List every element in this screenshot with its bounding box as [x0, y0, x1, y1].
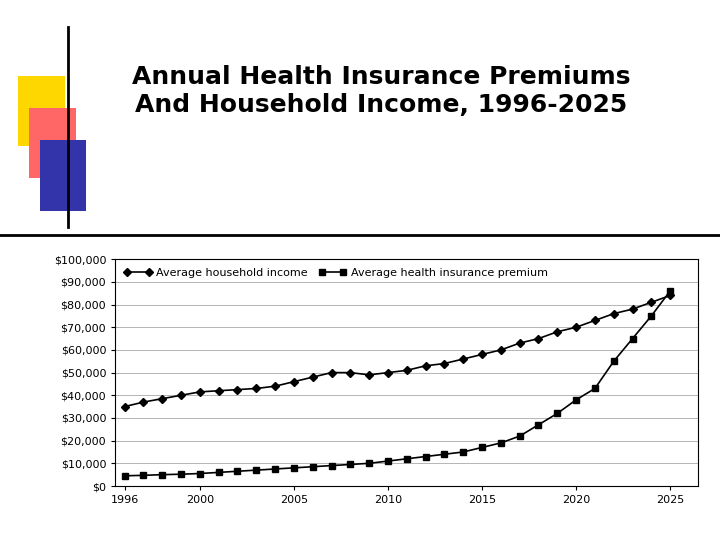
Average health insurance premium — [402, 456, 411, 462]
Average health insurance premium — [629, 335, 637, 342]
Average household income — [158, 395, 166, 402]
Text: Annual Health Insurance Premiums
And Household Income, 1996-2025: Annual Health Insurance Premiums And Hou… — [132, 65, 631, 117]
Average household income — [346, 369, 355, 376]
Average health insurance premium — [308, 463, 317, 470]
Average health insurance premium — [666, 288, 675, 294]
Average household income — [176, 392, 185, 399]
Average household income — [553, 328, 562, 335]
Average household income — [327, 369, 336, 376]
Average health insurance premium — [609, 358, 618, 365]
Average health insurance premium — [120, 472, 129, 479]
Average health insurance premium — [289, 464, 298, 471]
Average household income — [534, 335, 543, 342]
Average health insurance premium — [215, 469, 223, 476]
Average household income — [289, 379, 298, 385]
Average health insurance premium — [365, 460, 374, 467]
Average household income — [516, 340, 524, 346]
Average household income — [365, 372, 374, 378]
Average health insurance premium — [572, 396, 580, 403]
Average health insurance premium — [176, 471, 185, 477]
Average health insurance premium — [158, 471, 166, 478]
Average health insurance premium — [590, 385, 599, 392]
Average household income — [252, 385, 261, 392]
Average household income — [572, 324, 580, 330]
Average household income — [233, 387, 242, 393]
Average household income — [629, 306, 637, 312]
Average health insurance premium — [516, 433, 524, 440]
Average health insurance premium — [139, 472, 148, 478]
Average household income — [590, 317, 599, 323]
Line: Average health insurance premium: Average health insurance premium — [122, 288, 673, 478]
Average household income — [440, 360, 449, 367]
Average health insurance premium — [252, 467, 261, 474]
Average health insurance premium — [346, 461, 355, 468]
Average health insurance premium — [233, 468, 242, 475]
Average household income — [478, 351, 487, 357]
Average household income — [196, 389, 204, 395]
Average household income — [459, 356, 467, 362]
Average health insurance premium — [478, 444, 487, 451]
Average household income — [666, 292, 675, 299]
Average health insurance premium — [647, 313, 656, 319]
Average household income — [120, 403, 129, 410]
Average health insurance premium — [459, 449, 467, 455]
Average health insurance premium — [196, 470, 204, 477]
Average health insurance premium — [327, 462, 336, 469]
Average household income — [497, 347, 505, 353]
Average household income — [215, 388, 223, 394]
Legend: Average household income, Average health insurance premium: Average household income, Average health… — [121, 265, 552, 281]
Average health insurance premium — [421, 453, 430, 460]
Line: Average household income: Average household income — [122, 293, 673, 409]
Average household income — [609, 310, 618, 317]
Average health insurance premium — [271, 465, 279, 472]
Average health insurance premium — [440, 451, 449, 457]
Average health insurance premium — [553, 410, 562, 417]
Average household income — [647, 299, 656, 306]
Average household income — [139, 399, 148, 406]
Average household income — [308, 374, 317, 380]
Average household income — [402, 367, 411, 374]
Average household income — [421, 362, 430, 369]
Average household income — [271, 383, 279, 389]
Average health insurance premium — [497, 440, 505, 446]
Average household income — [384, 369, 392, 376]
Average health insurance premium — [384, 458, 392, 464]
Average health insurance premium — [534, 422, 543, 428]
